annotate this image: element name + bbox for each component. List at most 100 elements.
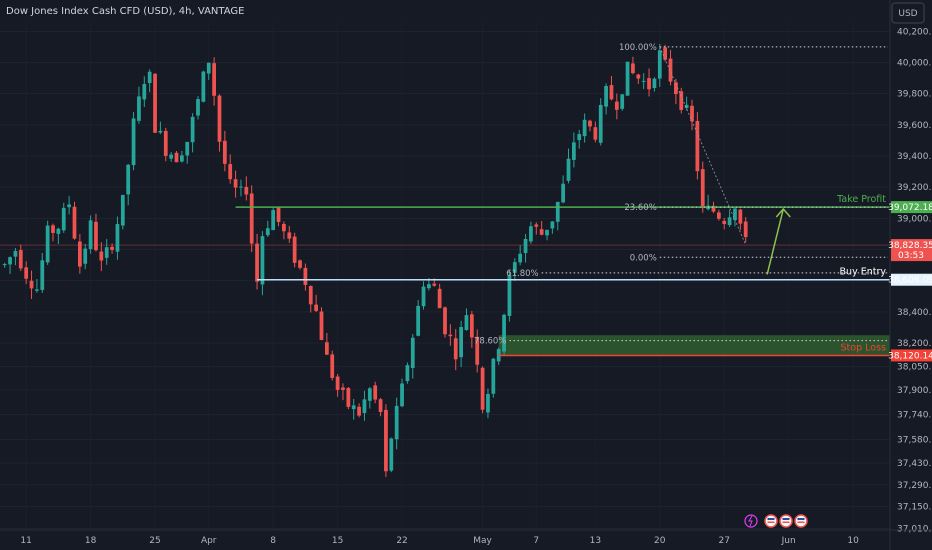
candle-body: [228, 164, 233, 180]
candle-body: [185, 141, 190, 156]
candle-body: [674, 82, 678, 95]
candle-body: [641, 80, 646, 82]
candle-body: [448, 334, 453, 337]
candle-body: [577, 134, 582, 141]
candle-body: [700, 169, 705, 207]
fibonacci-levels: 100.00% 23.60% 0.00% 61.80% 78.60%: [474, 43, 888, 347]
current-price-badge-bg: [891, 239, 932, 262]
price-tick-label: 37,430.00: [897, 459, 932, 469]
candle-body: [330, 354, 335, 378]
flag-stripe-icon: [782, 521, 790, 523]
candle-body: [244, 186, 249, 195]
price-tick-label: 39,000.00: [897, 214, 932, 224]
candle-body: [518, 253, 523, 263]
time-tick-label: 10: [847, 536, 859, 546]
target-arrow-head: [775, 207, 791, 218]
candle-body: [475, 336, 480, 365]
event-icons[interactable]: [744, 514, 808, 528]
candle-body: [174, 152, 179, 163]
candle-body: [464, 315, 469, 331]
candle-body: [373, 385, 378, 400]
candle-body: [711, 205, 716, 212]
candle-body: [743, 221, 748, 238]
level-zones: [0, 244, 890, 356]
candle-body: [502, 314, 506, 352]
candle-body: [308, 286, 313, 305]
candle-body: [362, 399, 367, 414]
candle-body: [72, 206, 77, 239]
fib-level-label: 100.00%: [619, 43, 657, 53]
candle-body: [169, 154, 174, 159]
candle-body: [357, 406, 361, 416]
candle-body: [222, 140, 227, 164]
candle-body: [94, 221, 98, 251]
candle-body: [684, 104, 689, 108]
flash-bolt-icon: [748, 515, 753, 527]
time-tick-label: 25: [149, 536, 160, 546]
candle-body: [545, 229, 549, 236]
candle-body: [88, 220, 93, 249]
candle-body: [416, 305, 421, 336]
candle-body: [566, 158, 571, 181]
candle-body: [695, 120, 700, 172]
candle-body: [405, 365, 410, 382]
time-tick-label: May: [473, 536, 492, 546]
time-tick-label: 20: [654, 536, 666, 546]
buy-entry-badge-bg: [891, 273, 932, 286]
price-tick-label: 39,200.00: [897, 183, 932, 193]
candle-body: [45, 225, 50, 263]
price-tick-label: 37,290.00: [897, 481, 932, 491]
candle-body: [738, 209, 743, 224]
candle-body: [378, 399, 383, 412]
candle-body: [303, 267, 308, 285]
stop-loss-badge: 38,120.14: [888, 351, 932, 361]
time-axis[interactable]: 11 18 25 Apr 8 15 22 May 7 13 20 27 Jun 10: [0, 529, 932, 546]
candle-body: [588, 120, 592, 127]
candle-body: [77, 241, 82, 267]
price-tick-label: 39,400.00: [897, 152, 932, 162]
current-price-badge: 38,828.35: [888, 241, 932, 251]
candle-body: [110, 246, 114, 250]
time-tick-label: 7: [533, 536, 539, 546]
time-tick-label: 13: [590, 536, 601, 546]
flash-event-icon: [744, 514, 758, 528]
candle-body: [459, 327, 463, 358]
currency-button[interactable]: USD: [891, 2, 925, 24]
current-price-badge-countdown: 03:53: [898, 251, 924, 261]
candle-body: [217, 95, 222, 142]
stop-loss-label: Stop Loss: [841, 342, 887, 353]
candle-body: [604, 85, 608, 107]
candle-body: [180, 155, 184, 162]
fib-level-label: 61.80%: [506, 269, 538, 279]
candle-body: [126, 164, 131, 195]
candle-body: [142, 84, 147, 100]
fib-level-label: 78.60%: [474, 337, 506, 347]
candle-body: [206, 62, 211, 74]
us-flag-event-icon: [764, 514, 778, 528]
candle-body: [679, 91, 684, 111]
candle-body: [158, 130, 163, 133]
candle-body: [631, 63, 635, 74]
candle-body: [663, 47, 668, 60]
candle-body: [400, 383, 404, 407]
target-arrow-shaft: [766, 208, 785, 275]
candle-body: [367, 388, 372, 401]
time-tick-label: 11: [20, 536, 31, 546]
time-tick-label: Apr: [201, 536, 217, 546]
candle-body: [56, 228, 61, 234]
candle-body: [99, 251, 104, 261]
price-tick-label: 40,000.00: [897, 59, 932, 69]
candle-body: [147, 71, 152, 84]
candle-body: [609, 85, 614, 100]
candle-body: [196, 99, 200, 116]
candle-body: [571, 142, 576, 160]
candle-body: [512, 262, 517, 273]
candle-body: [727, 217, 732, 226]
candle-body: [255, 243, 259, 282]
price-tick-label: 37,740.00: [897, 411, 932, 421]
us-flag-event-icon: [779, 514, 793, 528]
price-axis[interactable]: 37,010.00 37,150.00 37,290.00 37,430.00 37,5…: [889, 0, 932, 550]
